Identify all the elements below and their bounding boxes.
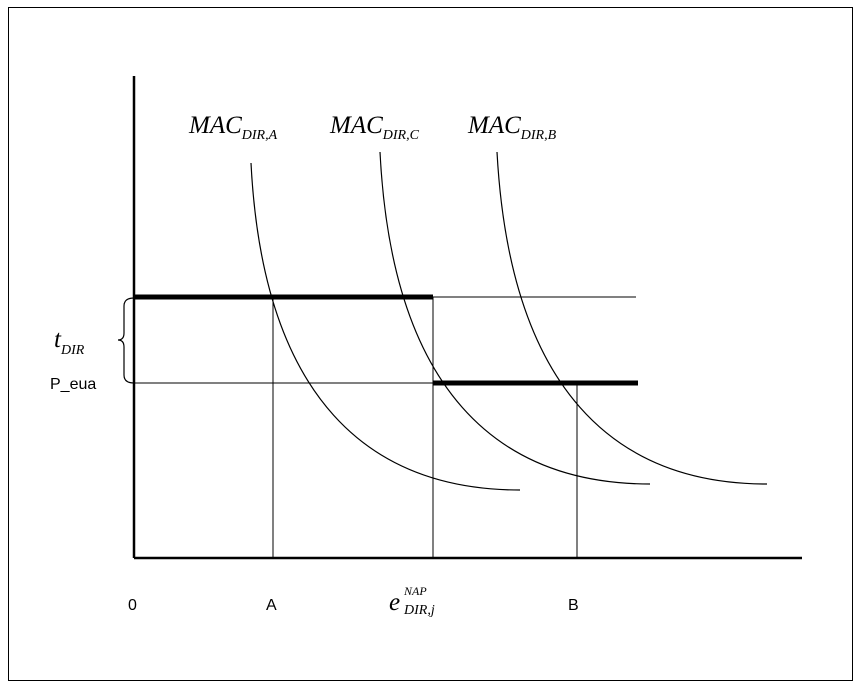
curve-label-a: MACDIR,A	[188, 112, 278, 143]
svg-text:NAP: NAP	[403, 584, 427, 598]
x-label-a: A	[266, 597, 277, 614]
svg-text:DIR,j: DIR,j	[403, 603, 435, 618]
curve-label-c: MACDIR,C	[329, 112, 420, 143]
mac-curve-a	[250, 162, 521, 491]
x-label-b: B	[568, 597, 579, 614]
tax-wedge-brace	[117, 297, 135, 384]
x-label-origin: 0	[128, 597, 137, 614]
mac-curve-b	[496, 151, 768, 485]
figure-frame	[8, 7, 853, 681]
price-label: P_eua	[50, 376, 96, 393]
svg-text:e: e	[389, 589, 400, 616]
curve-label-b: MACDIR,B	[467, 112, 557, 143]
x-label-nap: e NAP DIR,j	[389, 584, 435, 618]
tax-label: tDIR	[54, 326, 85, 358]
mac-curve-c	[379, 151, 651, 485]
